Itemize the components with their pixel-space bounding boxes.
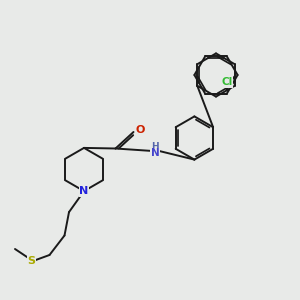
Text: N: N: [151, 148, 159, 158]
Text: Cl: Cl: [222, 77, 233, 87]
Text: O: O: [135, 124, 145, 135]
Text: S: S: [28, 256, 35, 266]
Text: N: N: [80, 186, 88, 196]
Text: H: H: [151, 142, 159, 151]
